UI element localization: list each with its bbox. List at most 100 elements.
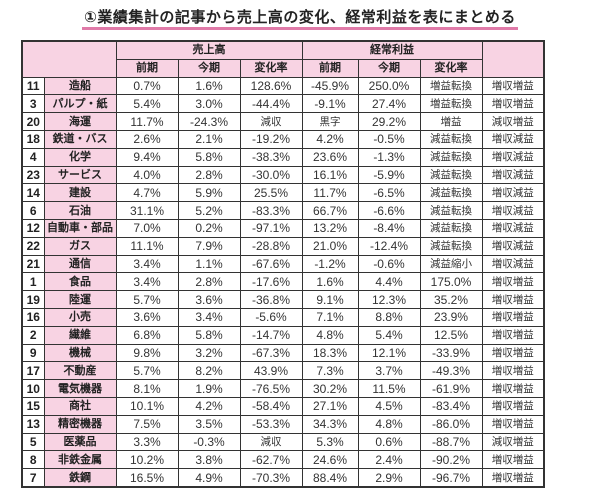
summary-header-cell — [481, 40, 545, 78]
sales-change-cell: 減収 — [239, 432, 303, 452]
summary-cell: 増収増益 — [481, 396, 545, 416]
industry-cell: 非鉄金属 — [43, 450, 117, 470]
profit-change-cell: -86.0% — [419, 414, 483, 434]
summary-cell: 減収増益 — [481, 112, 545, 131]
rank-cell: 15 — [21, 396, 45, 416]
summary-cell: 増収減益 — [481, 236, 545, 256]
sales-prev-header: 前期 — [115, 58, 179, 78]
sales-prev-cell: 9.4% — [115, 147, 179, 167]
profit-prev-cell: 18.3% — [301, 343, 359, 363]
profit-change-cell: 12.5% — [419, 325, 483, 345]
profit-curr-cell: 4.5% — [357, 396, 421, 416]
rank-cell: 17 — [21, 361, 45, 381]
profit-change-cell: 減益転換 — [419, 218, 483, 238]
sales-prev-cell: 3.4% — [115, 254, 179, 274]
profit-prev-cell: -9.1% — [301, 94, 359, 114]
sales-change-header: 変化率 — [239, 58, 303, 78]
industry-cell: サービス — [43, 165, 117, 185]
profit-prev-cell: 9.1% — [301, 290, 359, 309]
rank-cell: 16 — [21, 307, 45, 327]
profit-curr-cell: -12.4% — [357, 236, 421, 256]
sales-change-cell: -58.4% — [239, 396, 303, 416]
table-row: 16 小売 3.6% 3.4% -5.6% 7.1% 8.8% 23.9% 増収増益 — [21, 307, 545, 327]
profit-prev-cell: 27.1% — [301, 396, 359, 416]
industry-cell: 海運 — [43, 112, 117, 131]
rank-cell: 23 — [21, 165, 45, 185]
summary-cell: 増収増益 — [481, 343, 545, 363]
table-row: 19 陸運 5.7% 3.6% -36.8% 9.1% 12.3% 35.2% 増収増益 — [21, 290, 545, 309]
summary-cell: 増収増益 — [481, 325, 545, 345]
sales-curr-cell: 5.2% — [177, 201, 241, 220]
profit-curr-cell: 12.1% — [357, 343, 421, 363]
industry-cell: 食品 — [43, 272, 117, 292]
table-row: 9 機械 9.8% 3.2% -67.3% 18.3% 12.1% -33.9% 増収増益 — [21, 343, 545, 363]
sales-change-cell: -53.3% — [239, 414, 303, 434]
industry-cell: 鉄道・バス — [43, 129, 117, 149]
profit-curr-cell: 5.4% — [357, 325, 421, 345]
industry-cell: 陸運 — [43, 290, 117, 309]
industry-cell: 繊維 — [43, 325, 117, 345]
sales-prev-cell: 7.0% — [115, 218, 179, 238]
sales-prev-cell: 31.1% — [115, 201, 179, 220]
profit-prev-cell: 13.2% — [301, 218, 359, 238]
profit-change-cell: 35.2% — [419, 290, 483, 309]
profit-curr-cell: -5.9% — [357, 165, 421, 185]
sales-curr-cell: 1.6% — [177, 76, 241, 96]
table-row: 12 自動車・部品 7.0% 0.2% -97.1% 13.2% -8.4% 減益転換 増収減益 — [21, 218, 545, 238]
profit-prev-header: 前期 — [301, 58, 359, 78]
sales-curr-cell: 3.5% — [177, 414, 241, 434]
rank-cell: 3 — [21, 94, 45, 114]
header-row-groups: 売上高 経常利益 — [21, 40, 545, 78]
table-row: 3 パルプ・紙 5.4% 3.0% -44.4% -9.1% 27.4% 増益転換 増収増益 — [21, 94, 545, 114]
sales-change-cell: 43.9% — [239, 361, 303, 381]
profit-prev-cell: 黒字 — [301, 112, 359, 131]
profit-curr-cell: 4.4% — [357, 272, 421, 292]
profit-curr-cell: -6.5% — [357, 183, 421, 203]
industry-cell: 小売 — [43, 307, 117, 327]
summary-cell: 増収増益 — [481, 290, 545, 309]
earnings-table: 売上高 経常利益 前期 今期 変化率 前期 今期 変化率 11 造船 0.7% 1.6… — [21, 40, 545, 488]
profit-curr-cell: 2.4% — [357, 450, 421, 470]
summary-cell: 増収減益 — [481, 129, 545, 149]
profit-curr-cell: 2.9% — [357, 468, 421, 488]
profit-prev-cell: 4.2% — [301, 129, 359, 149]
profit-curr-cell: 0.6% — [357, 432, 421, 452]
sales-change-cell: -83.3% — [239, 201, 303, 220]
summary-cell: 増収増益 — [481, 307, 545, 327]
industry-cell: 自動車・部品 — [43, 218, 117, 238]
profit-curr-header: 今期 — [357, 58, 421, 78]
summary-cell: 増収減益 — [481, 147, 545, 167]
profit-change-cell: 減益転換 — [419, 147, 483, 167]
profit-change-cell: -90.2% — [419, 450, 483, 470]
sales-change-cell: -67.3% — [239, 343, 303, 363]
rank-cell: 1 — [21, 272, 45, 292]
table-row: 17 不動産 5.7% 8.2% 43.9% 7.3% 3.7% -49.3% 増収増益 — [21, 361, 545, 381]
industry-cell: 機械 — [43, 343, 117, 363]
profit-curr-cell: 11.5% — [357, 379, 421, 398]
sales-change-cell: -5.6% — [239, 307, 303, 327]
rank-cell: 6 — [21, 201, 45, 220]
summary-cell: 増収減益 — [481, 218, 545, 238]
sales-change-cell: -38.3% — [239, 147, 303, 167]
summary-cell: 増収減益 — [481, 183, 545, 203]
sales-curr-header: 今期 — [177, 58, 241, 78]
header-row-subcolumns: 前期 今期 変化率 前期 今期 変化率 — [22, 58, 544, 78]
sales-prev-cell: 10.2% — [115, 450, 179, 470]
profit-change-cell: 23.9% — [419, 307, 483, 327]
industry-cell: 石油 — [43, 201, 117, 220]
industry-cell: ガス — [43, 236, 117, 256]
profit-change-cell: 減益転換 — [419, 183, 483, 203]
profit-change-cell: -61.9% — [419, 379, 483, 398]
profit-prev-cell: 1.6% — [301, 272, 359, 292]
profit-change-cell: 増益 — [419, 112, 483, 131]
sales-change-cell: -44.4% — [239, 94, 303, 114]
profit-prev-cell: 11.7% — [301, 183, 359, 203]
sales-prev-cell: 0.7% — [115, 76, 179, 96]
profit-prev-cell: -45.9% — [301, 76, 359, 96]
sales-change-cell: 25.5% — [239, 183, 303, 203]
profit-prev-cell: 4.8% — [301, 325, 359, 345]
rank-cell: 13 — [21, 414, 45, 434]
rank-cell: 10 — [21, 379, 45, 398]
industry-cell: パルプ・紙 — [43, 94, 117, 114]
sales-curr-cell: 3.8% — [177, 450, 241, 470]
